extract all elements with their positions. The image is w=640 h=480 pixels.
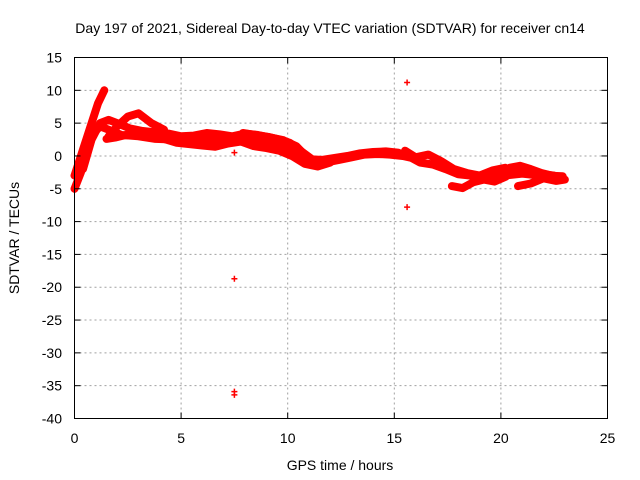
y-tick-label: -15: [42, 246, 62, 262]
grid-lines: [74, 57, 608, 419]
x-tick-label: 20: [493, 430, 509, 446]
y-tick-label: -20: [42, 279, 62, 295]
outlier-point: [231, 275, 238, 282]
data-series-track-d: [104, 109, 168, 141]
x-tick-labels: 0 5 10 15 20 25: [71, 430, 616, 446]
plot-frame: [74, 57, 608, 419]
data-series-track-f: [238, 129, 316, 163]
x-tick-label: 15: [387, 430, 403, 446]
axis-ticks: [74, 57, 608, 419]
y-tick-label: -35: [42, 378, 62, 394]
data-series-track-e: [102, 128, 335, 171]
x-tick-label: 10: [280, 430, 296, 446]
y-tick-label: -10: [42, 214, 62, 230]
y-tick-label: 0: [54, 148, 62, 164]
data-series-track-g: [401, 146, 510, 180]
x-axis-label: GPS time / hours: [287, 457, 394, 473]
chart-title: Day 197 of 2021, Sidereal Day-to-day VTE…: [75, 20, 585, 36]
data-series-track-j: [505, 161, 567, 183]
outlier-point: [404, 79, 411, 86]
y-tick-label: 5: [54, 115, 62, 131]
y-tick-label: -40: [42, 411, 62, 427]
x-tick-label: 25: [600, 430, 616, 446]
data-series: [70, 86, 569, 193]
y-tick-label: -5: [50, 181, 63, 197]
outlier-point: [404, 204, 411, 211]
y-tick-label: 10: [46, 82, 62, 98]
outlier-point: [231, 391, 238, 398]
outlier-points: [231, 79, 411, 398]
data-series-track-a: [70, 86, 109, 180]
y-tick-label: -30: [42, 345, 62, 361]
y-axis-label: SDTVAR / TECUs: [6, 182, 22, 294]
y-tick-label: -25: [42, 312, 62, 328]
y-tick-labels: 15 10 5 0 -5 -10 -15 -20 -25 -30 -35 -40: [42, 50, 62, 427]
x-tick-label: 5: [177, 430, 185, 446]
y-tick-label: 15: [46, 50, 62, 66]
x-tick-label: 0: [71, 430, 79, 446]
outlier-point: [231, 149, 238, 156]
